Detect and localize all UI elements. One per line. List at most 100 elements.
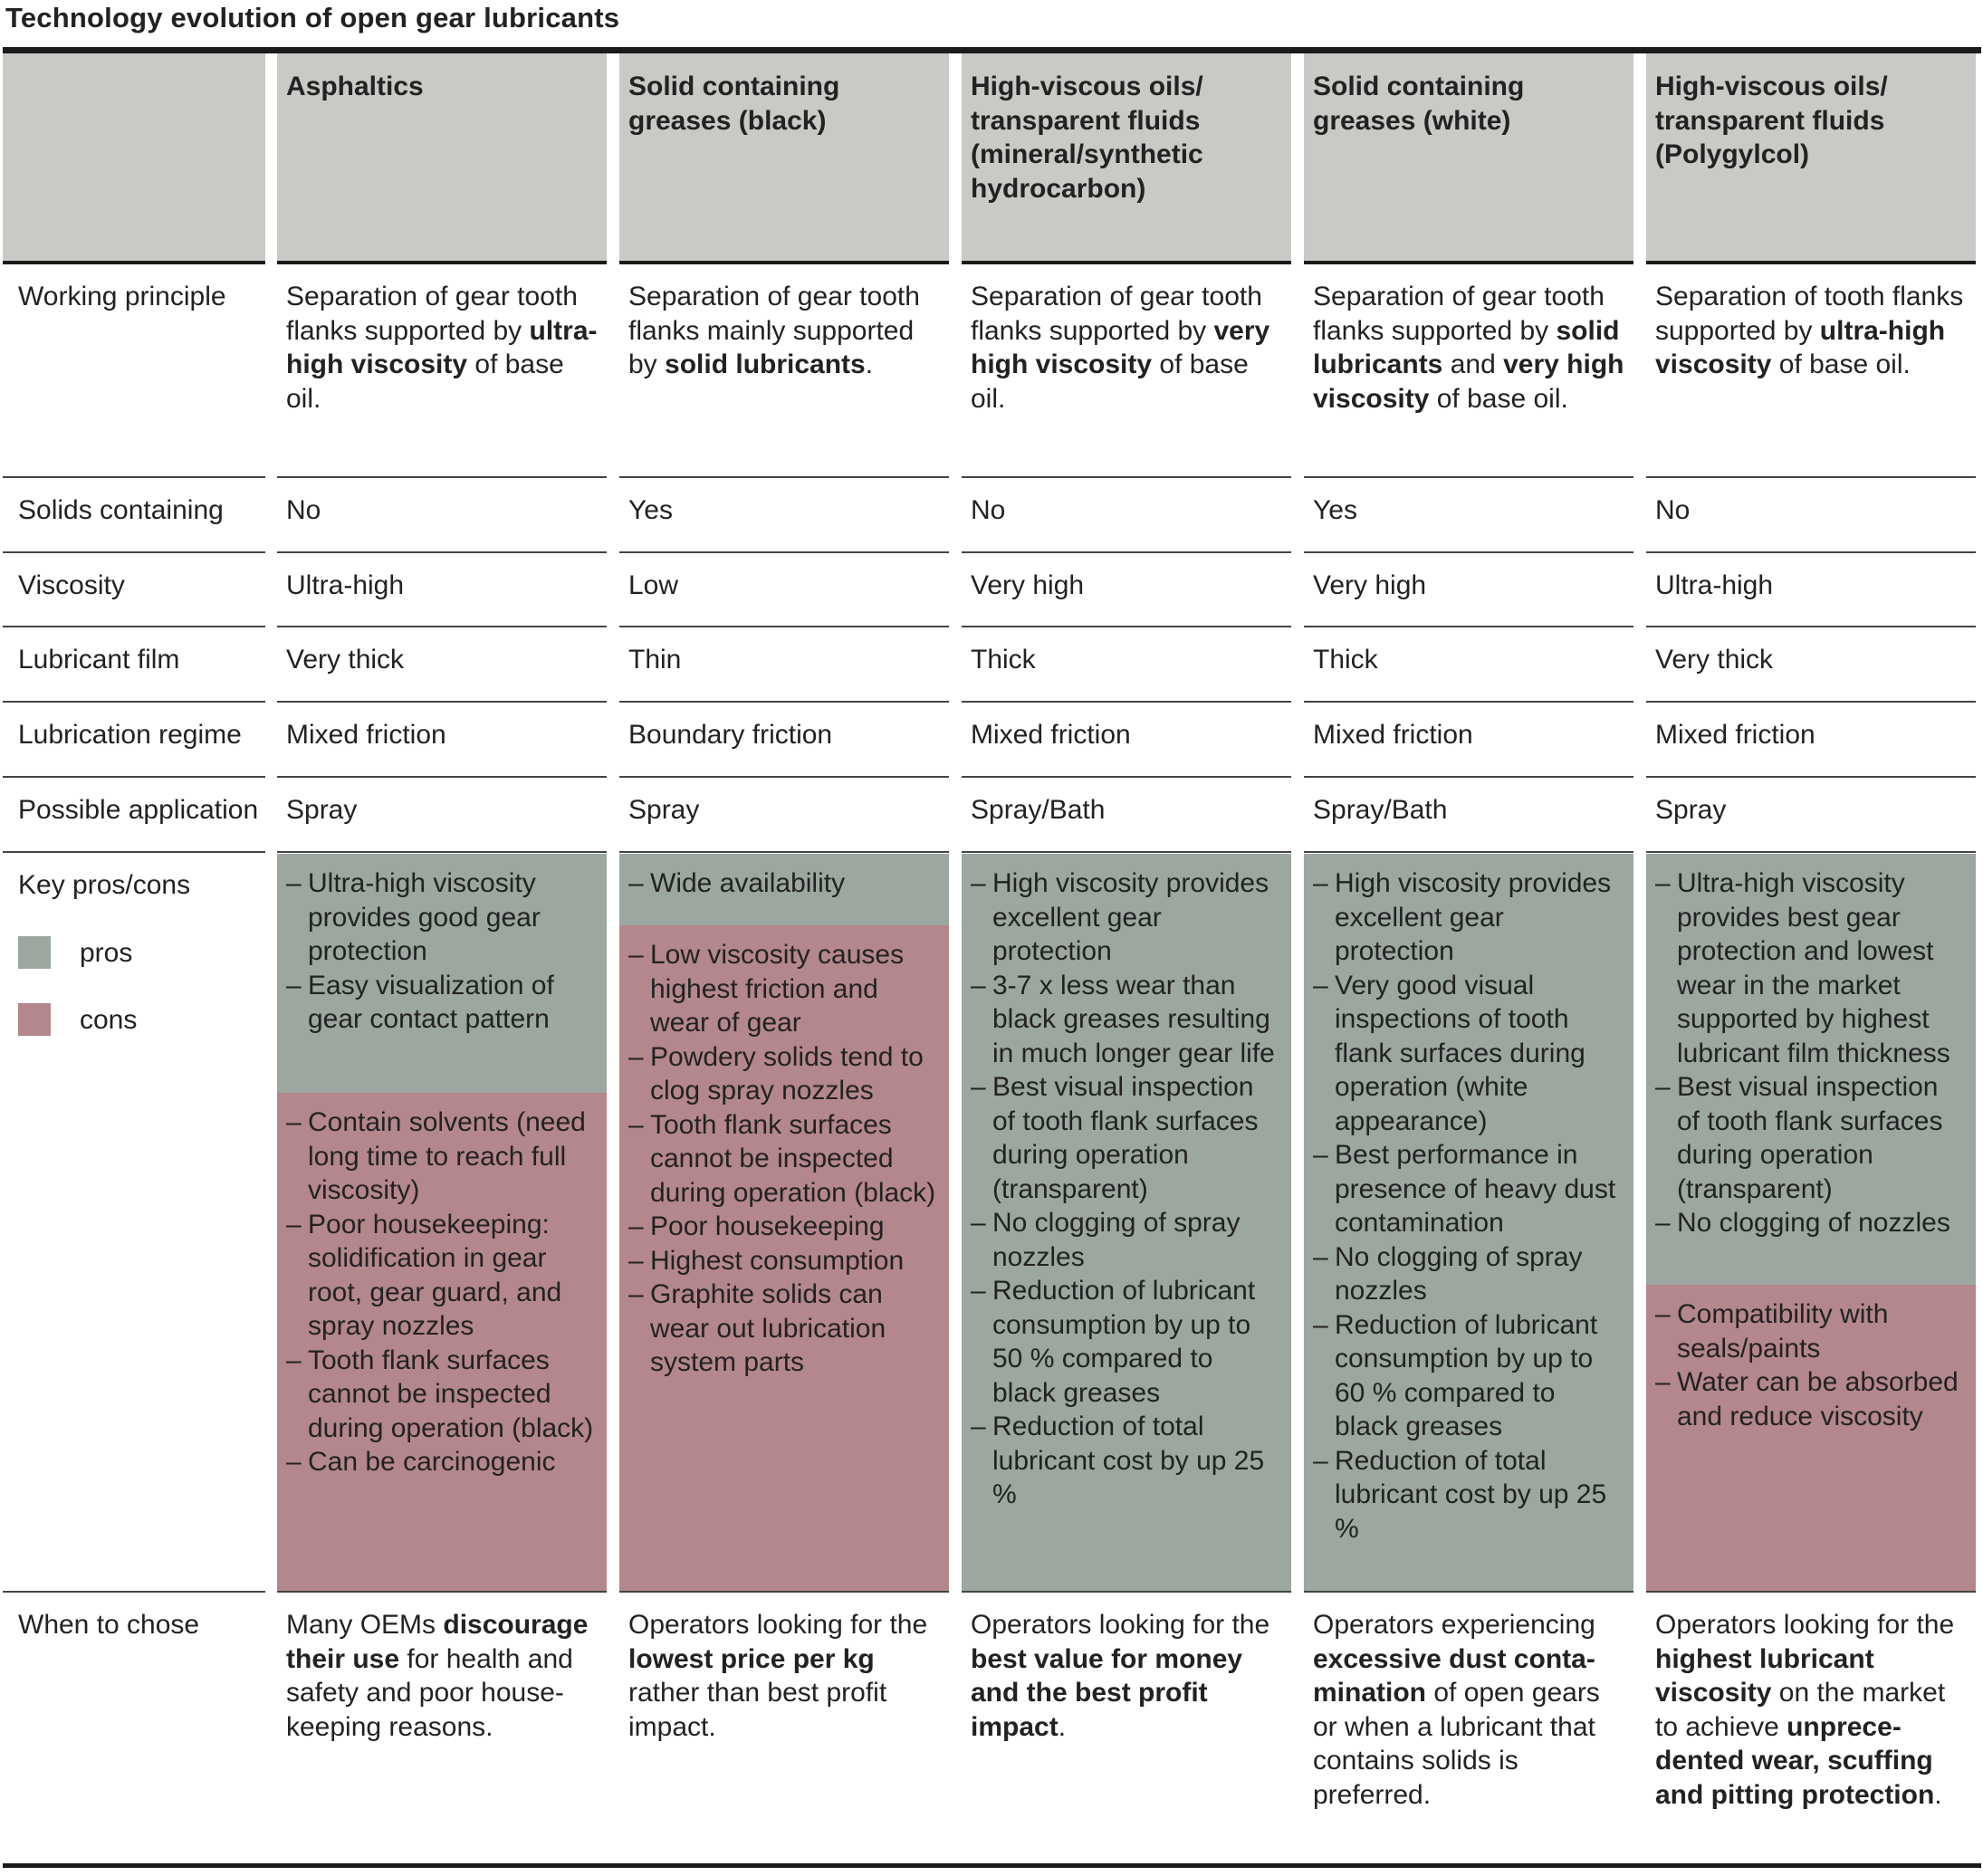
text-segment: and (1442, 349, 1504, 379)
row-label-viscosity: Viscosity (18, 570, 125, 600)
when-to-chose-cell: Operators looking for the highest lubric… (1646, 1594, 1976, 1812)
column-header-2: Solid containing greases (black) (619, 53, 949, 263)
row-divider (619, 476, 949, 478)
text-segment: . (1934, 1779, 1942, 1810)
row-divider (277, 476, 607, 478)
row-divider (962, 476, 1291, 478)
cons-block: Low viscosity causes highest friction an… (619, 925, 949, 1591)
legend-cons-label: cons (80, 1005, 138, 1035)
row-divider (1304, 851, 1633, 853)
row-divider (277, 1591, 607, 1593)
list-item: High viscosity provides excellent gear p… (971, 866, 1282, 969)
pros-block: High viscosity provides excellent gear p… (1304, 854, 1633, 1591)
text-segment: of base oil. (286, 349, 564, 414)
list-item: Tooth flank surfaces cannot be inspected… (628, 1108, 940, 1211)
row-divider (1304, 776, 1633, 778)
row-divider (277, 551, 607, 553)
row-label-key: Key pros/cons (18, 870, 191, 900)
column-header-5: High-viscous oils/ transparent fluids (P… (1646, 53, 1976, 263)
bottom-rule (3, 1863, 1981, 1868)
text-segment: for health and safety and poor house­kee… (286, 1643, 573, 1742)
list-item: Best visual inspection of tooth flank su… (1655, 1070, 1967, 1206)
film-cell: Very thick (286, 645, 405, 675)
row-divider (277, 701, 607, 703)
list-item: Ultra-high viscosity provides best gear … (1655, 866, 1967, 1070)
header-corner (3, 53, 265, 263)
emphasis-text: discourage their use (286, 1610, 589, 1674)
row-label-working-principle: Working principle (18, 282, 226, 311)
row-divider (1304, 701, 1633, 703)
text-segment: rather than best profit impact. (628, 1678, 887, 1742)
row-divider (1646, 1591, 1976, 1593)
emphasis-text: ultra-high viscosity (286, 315, 598, 380)
row-divider (277, 776, 607, 778)
top-rule (3, 47, 1981, 53)
emphasis-text: very high viscosity (1313, 349, 1624, 414)
solids-cell: Yes (1313, 495, 1357, 525)
header-underline (1304, 261, 1633, 264)
header-underline (1646, 261, 1976, 264)
header-underline (962, 261, 1291, 264)
cons-block: Compatibility with seals/paintsWater can… (1646, 1285, 1976, 1591)
list-item: Reduction of lubricant consumption by up… (971, 1274, 1282, 1410)
emphasis-text: ultra-high viscosity (1655, 315, 1946, 380)
viscosity-cell: Very high (971, 570, 1085, 600)
row-label-film: Lubricant film (18, 645, 180, 675)
row-divider (962, 701, 1291, 703)
row-divider (3, 476, 265, 478)
list-item: Highest consumption (628, 1244, 940, 1278)
header-underline (619, 261, 949, 264)
emphasis-text: lowest price per kg (628, 1643, 875, 1674)
regime-cell: Mixed friction (286, 720, 446, 750)
pros-block-list: Ultra-high viscosity provides good gear … (286, 866, 598, 1037)
row-label-when: When to chose (18, 1610, 200, 1640)
list-item: Contain solvents (need long time to reac… (286, 1106, 598, 1208)
column-header-1: Asphaltics (277, 53, 607, 263)
row-divider (619, 701, 949, 703)
column-header-3: High-viscous oils/ transparent fluids (m… (962, 53, 1291, 263)
list-item: Easy visualization of gear contact patte… (286, 969, 598, 1037)
row-divider (962, 851, 1291, 853)
row-divider (1646, 476, 1976, 478)
row-label-solids: Solids containing (18, 495, 224, 525)
cons-block-list: Compatibility with seals/paintsWater can… (1655, 1297, 1967, 1433)
when-to-chose-cell: Operators looking for the best value for… (962, 1594, 1291, 1744)
list-item: Tooth flank surfaces cannot be inspected… (286, 1344, 598, 1446)
viscosity-cell: Ultra-high (1655, 570, 1774, 600)
text-segment: . (865, 349, 874, 379)
row-divider (619, 1591, 949, 1593)
film-cell: Thick (1313, 645, 1378, 675)
when-to-chose-cell: Operators looking for the lowest price p… (619, 1594, 949, 1744)
row-divider (619, 626, 949, 627)
row-divider (1304, 476, 1633, 478)
text-segment: Many OEMs (286, 1610, 444, 1640)
row-divider (3, 626, 265, 627)
row-divider (1646, 701, 1976, 703)
emphasis-text: very high viscosity (971, 315, 1270, 380)
viscosity-cell: Ultra-high (286, 570, 405, 600)
text-segment: of base oil. (971, 349, 1249, 414)
solids-cell: No (1655, 495, 1691, 525)
list-item: High viscosity provides excellent gear p… (1313, 866, 1624, 969)
pros-block-list: Ultra-high viscosity provides best gear … (1655, 866, 1967, 1240)
legend-pros-label: pros (80, 938, 133, 968)
emphasis-text: highest lubricant viscosity (1655, 1643, 1874, 1708)
list-item: Reduction of total lubricant cost by up … (1313, 1444, 1624, 1546)
page-title: Technology evolution of open gear lubric… (5, 2, 620, 34)
emphasis-text: best value for money and the best profit… (971, 1643, 1243, 1742)
text-segment: Separation of gear tooth flanks supporte… (1313, 282, 1605, 346)
list-item: Best performance in presence of heavy du… (1313, 1138, 1624, 1240)
row-divider (277, 626, 607, 627)
solids-cell: Yes (628, 495, 673, 525)
list-item: Poor housekeeping: solidification in gea… (286, 1208, 598, 1344)
row-divider (1646, 551, 1976, 553)
list-item: Compatibility with seals/paints (1655, 1297, 1967, 1365)
emphasis-text: solid lubricants (665, 349, 866, 379)
row-divider (962, 551, 1291, 553)
pros-block: Ultra-high viscosity provides best gear … (1646, 854, 1976, 1285)
film-cell: Very thick (1655, 645, 1774, 675)
emphasis-text: unprece­dented wear, scuffing and pittin… (1655, 1711, 1935, 1810)
cons-block: Contain solvents (need long time to reac… (277, 1093, 607, 1591)
application-cell: Spray/Bath (1313, 795, 1448, 825)
working-principle-cell: Separation of tooth flanks supported by … (1646, 265, 1976, 382)
